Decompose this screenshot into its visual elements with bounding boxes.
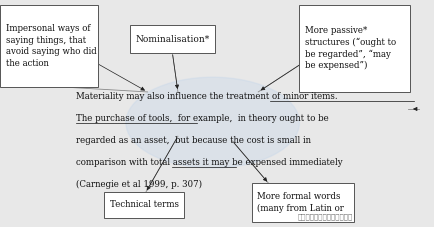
- Text: regarded as an asset,  but because the cost is small in: regarded as an asset, but because the co…: [76, 136, 311, 145]
- Text: The purchase of tools,  for example,  in theory ought to be: The purchase of tools, for example, in t…: [76, 114, 329, 123]
- Text: 北京考前程教育咋询有限公司: 北京考前程教育咋询有限公司: [297, 214, 352, 220]
- Text: Nominalisation*: Nominalisation*: [135, 35, 210, 44]
- Text: More passive*
structures (“ought to
be regarded”, “may
be expensed”): More passive* structures (“ought to be r…: [305, 26, 396, 70]
- FancyBboxPatch shape: [104, 192, 184, 218]
- Text: Technical terms: Technical terms: [110, 200, 179, 209]
- Text: Materiality may also influence the treatment of minor items.: Materiality may also influence the treat…: [76, 92, 338, 101]
- Text: comparison with total assets it may be expensed immediately: comparison with total assets it may be e…: [76, 158, 342, 167]
- FancyBboxPatch shape: [299, 5, 410, 92]
- Text: (Carnegie et al 1999, p. 307): (Carnegie et al 1999, p. 307): [76, 180, 202, 189]
- Text: More formal words
(many from Latin or: More formal words (many from Latin or: [257, 192, 344, 213]
- Circle shape: [126, 77, 299, 168]
- FancyBboxPatch shape: [130, 25, 215, 53]
- FancyBboxPatch shape: [0, 5, 98, 87]
- FancyBboxPatch shape: [252, 183, 354, 222]
- Text: Impersonal ways of
saying things, that
avoid saying who did
the action: Impersonal ways of saying things, that a…: [6, 24, 96, 68]
